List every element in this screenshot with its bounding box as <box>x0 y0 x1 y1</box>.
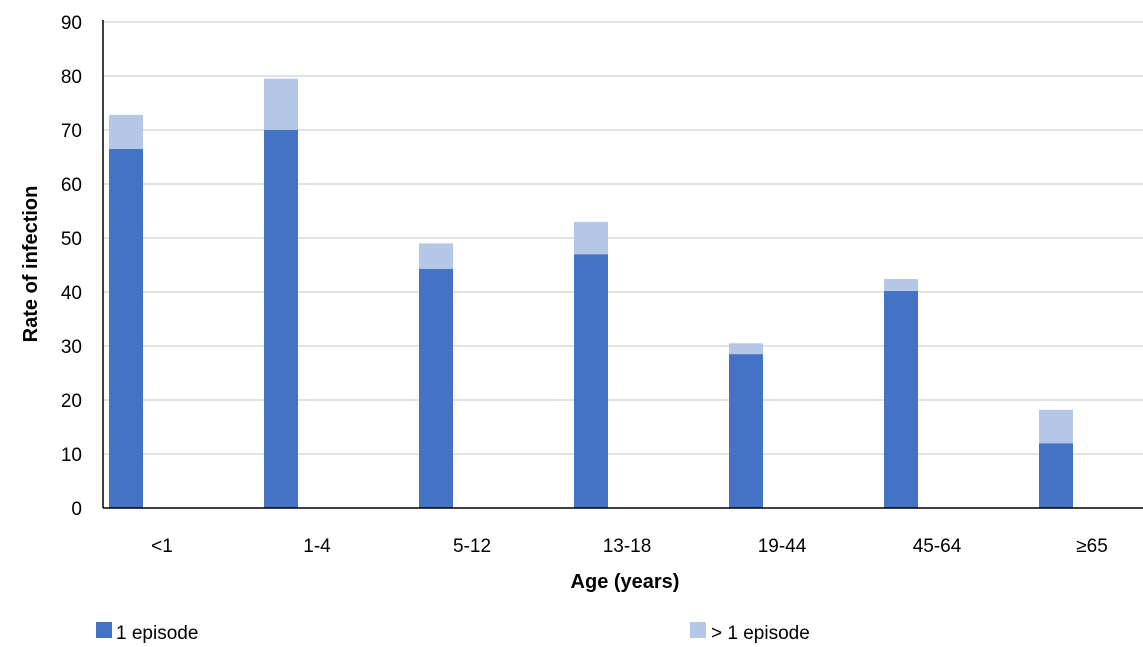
y-tick-label: 90 <box>61 13 82 34</box>
x-tick-label: <1 <box>151 536 173 557</box>
bar-more-than-one-episode <box>1039 409 1073 444</box>
bar-one-episode <box>419 268 453 508</box>
bar-more-than-one-episode <box>884 279 918 291</box>
y-tick-label: 40 <box>61 283 82 304</box>
bar-one-episode <box>264 130 298 508</box>
x-tick-label: 13-18 <box>603 536 652 557</box>
bar-one-episode <box>1039 443 1073 508</box>
y-tick-label: 80 <box>61 67 82 88</box>
bar-more-than-one-episode <box>574 221 608 255</box>
bar-one-episode <box>574 254 608 508</box>
bar-one-episode <box>729 354 763 508</box>
bar-more-than-one-episode <box>264 78 298 130</box>
y-tick-label: 50 <box>61 229 82 250</box>
gridlines <box>103 21 1143 455</box>
x-axis-title: Age (years) <box>571 571 680 593</box>
bar-more-than-one-episode <box>109 114 143 149</box>
legend: 1 episode > 1 episode <box>96 622 810 644</box>
bar-more-than-one-episode <box>729 343 763 355</box>
bar-more-than-one-episode <box>419 243 453 269</box>
y-axis-title: Rate of infection <box>20 186 42 343</box>
legend-swatch-series-2 <box>690 622 706 638</box>
x-tick-label: 19-44 <box>758 536 807 557</box>
y-tick-label: 30 <box>61 337 82 358</box>
legend-label-series-1: 1 episode <box>116 623 198 644</box>
bars <box>109 78 1073 508</box>
x-tick-label: ≥65 <box>1076 536 1108 557</box>
legend-swatch-series-1 <box>96 622 112 638</box>
y-tick-label: 20 <box>61 391 82 412</box>
axes <box>102 20 1143 509</box>
x-tick-label: 45-64 <box>913 536 962 557</box>
y-tick-label: 10 <box>61 445 82 466</box>
y-tick-label: 0 <box>71 499 82 520</box>
x-tick-labels: <1 1-4 5-12 13-18 19-44 45-64 ≥65 <box>151 536 1108 557</box>
legend-label-series-2: > 1 episode <box>711 623 810 644</box>
y-tick-label: 70 <box>61 121 82 142</box>
y-tick-labels: 0 10 20 30 40 50 60 70 80 90 <box>61 13 82 520</box>
y-tick-label: 60 <box>61 175 82 196</box>
bar-one-episode <box>109 148 143 508</box>
x-tick-label: 1-4 <box>303 536 331 557</box>
bar-one-episode <box>884 290 918 508</box>
x-tick-label: 5-12 <box>453 536 491 557</box>
